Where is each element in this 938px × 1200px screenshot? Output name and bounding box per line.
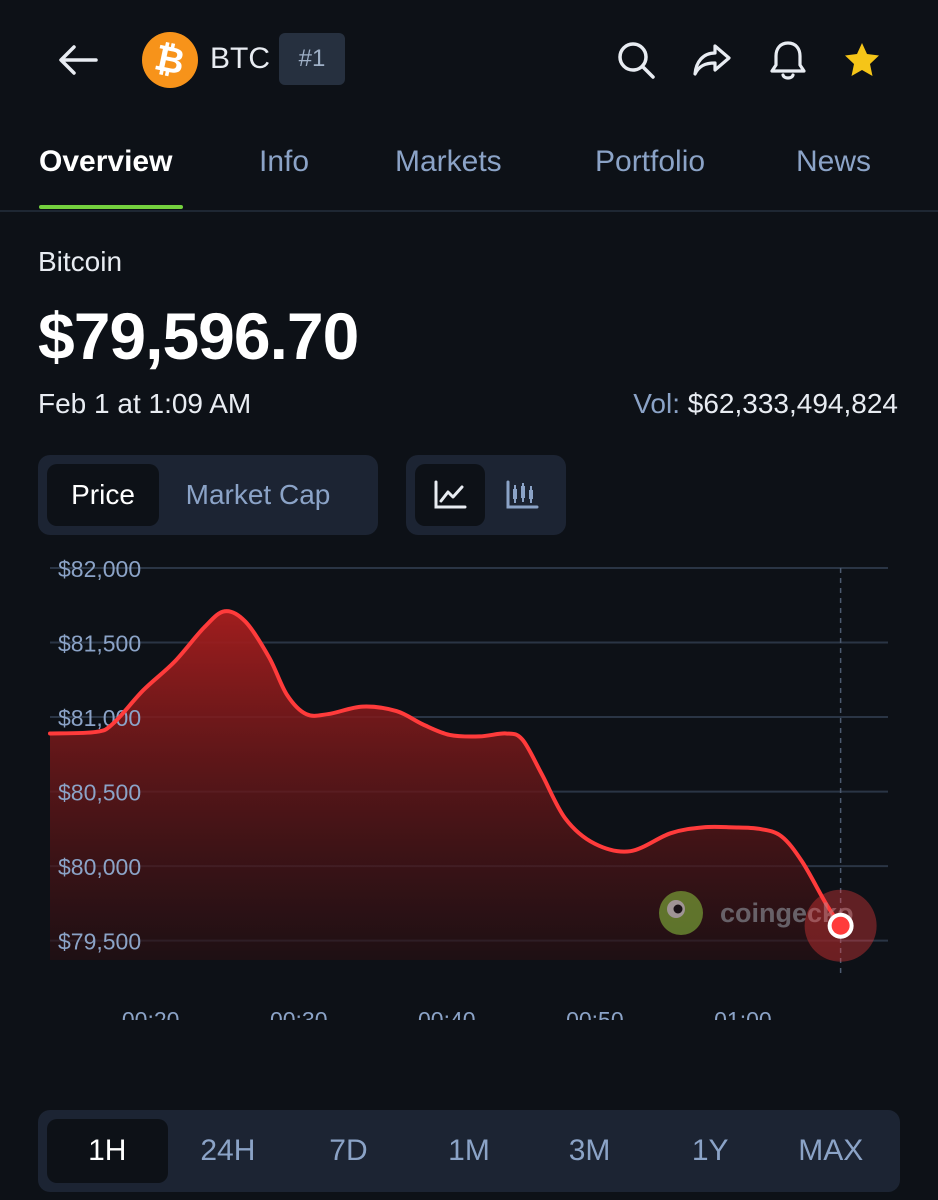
range-7d[interactable]: 7D <box>329 1134 368 1167</box>
share-icon <box>693 44 731 76</box>
x-tick-label: 00:50 <box>566 1007 624 1020</box>
tab-divider <box>0 210 938 212</box>
bitcoin-logo-icon: ₿ <box>142 32 198 88</box>
range-1h[interactable]: 1H <box>47 1119 168 1183</box>
back-arrow-icon <box>59 45 98 75</box>
coin-name: Bitcoin <box>38 246 123 277</box>
price-timestamp: Feb 1 at 1:09 AM <box>38 388 252 419</box>
search-button[interactable] <box>610 34 662 86</box>
range-3m[interactable]: 3M <box>568 1134 611 1167</box>
volume: Vol: $62,333,494,824 <box>633 388 898 420</box>
rank-badge: #1 <box>279 33 345 85</box>
market-cap-toggle[interactable]: Market Cap <box>185 479 331 510</box>
price-toggle[interactable]: Price <box>47 464 159 526</box>
x-tick-label: 00:40 <box>418 1007 476 1020</box>
favorite-button[interactable] <box>836 34 888 86</box>
range-1m[interactable]: 1M <box>448 1134 490 1167</box>
tab-news[interactable]: News <box>796 145 872 178</box>
x-tick-label: 00:20 <box>122 1007 180 1020</box>
candlestick-chart-icon <box>506 480 539 509</box>
range-24h[interactable]: 24H <box>200 1134 256 1167</box>
star-icon <box>845 43 879 76</box>
candlestick-chart-button[interactable] <box>487 464 557 526</box>
volume-label: Vol: <box>633 388 680 419</box>
x-tick-label: 00:30 <box>270 1007 328 1020</box>
chart-mode-toggle: Price Market Cap <box>38 455 378 535</box>
active-tab-indicator <box>39 205 183 209</box>
price-line <box>48 609 843 928</box>
y-tick-label: $80,000 <box>58 854 141 880</box>
time-range-selector: 1H 24H 7D 1M 3M 1Y MAX <box>38 1110 900 1192</box>
tab-info[interactable]: Info <box>259 145 310 178</box>
range-1y[interactable]: 1Y <box>691 1134 729 1167</box>
tab-markets[interactable]: Markets <box>395 145 502 178</box>
line-chart-icon <box>434 480 467 509</box>
last-point-marker <box>831 916 850 935</box>
volume-value: $62,333,494,824 <box>687 388 898 419</box>
x-tick-label: 01:00 <box>714 1007 772 1020</box>
tab-portfolio[interactable]: Portfolio <box>595 145 706 178</box>
y-tick-label: $82,000 <box>58 556 141 582</box>
bell-icon <box>770 41 806 80</box>
search-icon <box>618 42 655 79</box>
y-tick-label: $79,500 <box>58 929 141 955</box>
range-max[interactable]: MAX <box>798 1134 864 1167</box>
coin-symbol: BTC <box>210 42 270 75</box>
back-button[interactable] <box>50 36 106 84</box>
y-tick-label: $81,500 <box>58 631 141 657</box>
alert-button[interactable] <box>762 34 814 86</box>
tab-overview[interactable]: Overview <box>39 145 173 178</box>
chart-type-toggle <box>406 455 566 535</box>
y-tick-label: $80,500 <box>58 780 141 806</box>
current-price: $79,596.70 <box>38 299 359 373</box>
price-chart[interactable]: $82,000$81,500$81,000$80,500$80,000$79,5… <box>0 550 938 1020</box>
line-chart-button[interactable] <box>415 464 485 526</box>
share-button[interactable] <box>686 34 738 86</box>
price-area-fill <box>50 611 841 960</box>
